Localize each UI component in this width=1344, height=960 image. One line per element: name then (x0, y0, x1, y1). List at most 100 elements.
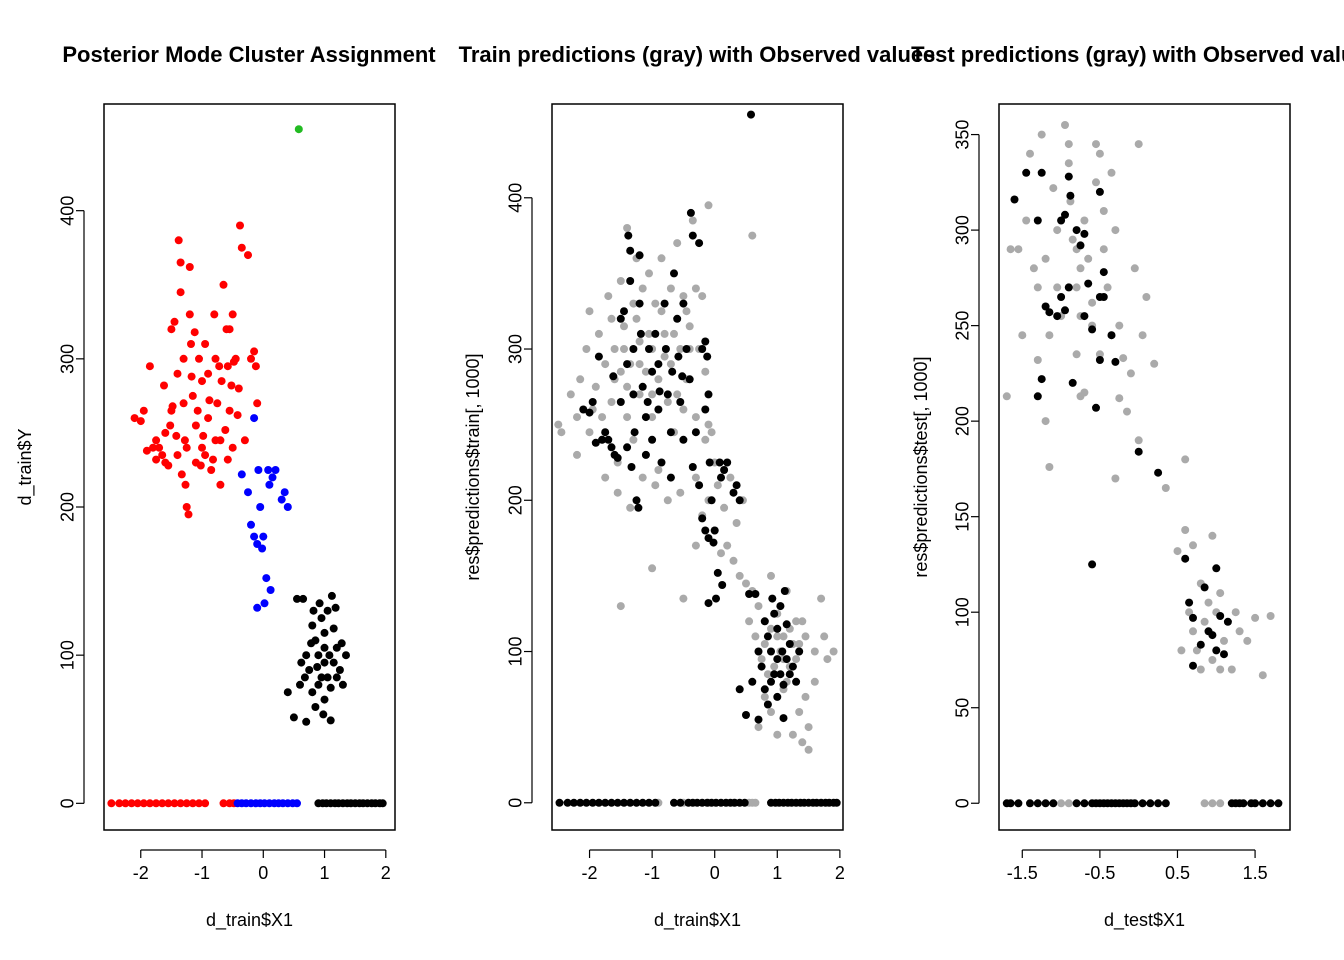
chart-2-point-gray-0 (554, 420, 563, 429)
chart-3-y-tick-label-4: 200 (953, 406, 973, 436)
chart-1-point-red-99 (201, 799, 210, 808)
chart-2-point-black-60 (698, 514, 707, 523)
chart-1-point-red-50 (237, 243, 246, 252)
chart-2-point-black-55 (703, 352, 712, 361)
chart-3-point-gray-13 (1045, 463, 1054, 471)
chart-1-point-red-82 (209, 455, 217, 464)
chart-2-point-gray-83 (810, 677, 819, 686)
chart-2-x-axis-label: d_train$X1 (654, 910, 741, 931)
chart-3-point-black-38 (1212, 646, 1221, 655)
chart-1-point-red-40 (216, 480, 225, 489)
chart-2-point-gray-11 (601, 360, 610, 369)
chart-3-point-gray-20 (1064, 159, 1073, 168)
chart-1-point-blue-14 (266, 586, 275, 594)
chart-1-point-black-21 (323, 606, 332, 615)
chart-2-point-black-4 (598, 435, 607, 444)
chart-1-point-red-89 (139, 799, 148, 808)
chart-3-point-black-53 (1049, 799, 1058, 808)
train-predictions-panel: -2 -1 0 1 2 0 100 200 300 400 d_train$X1 res$predic… (463, 103, 845, 931)
chart-3-point-gray-10 (1041, 254, 1050, 263)
chart-1-point-red-96 (182, 799, 191, 808)
chart-2-point-black-78 (747, 110, 755, 119)
chart-2-y-tick-label-0: 0 (506, 798, 526, 808)
chart-1-point-red-32 (201, 340, 210, 348)
chart-1-point-red-12 (170, 317, 179, 326)
chart-2-point-gray-105 (651, 481, 660, 490)
chart-1-point-red-33 (204, 369, 213, 378)
chart-2-point-black-34 (654, 405, 663, 414)
chart-3-y-tick-label-7: 350 (953, 120, 973, 150)
chart-3-point-black-37 (1212, 564, 1221, 573)
chart-2-point-black-68 (713, 568, 722, 577)
chart-1-point-black-1 (289, 713, 298, 722)
chart-3-point-gray-69 (1235, 627, 1244, 636)
chart-2-point-gray-108 (607, 314, 616, 323)
chart-2-point-black-114 (627, 463, 636, 471)
chart-2-point-black-67 (712, 594, 720, 603)
chart-2-y-tick-label-3: 300 (506, 334, 526, 364)
chart-1-point-black-3 (296, 680, 304, 689)
chart-2-point-gray-48 (688, 216, 697, 225)
chart-1-point-red-4 (149, 443, 157, 452)
chart-1-point-red-29 (195, 354, 203, 363)
chart-2-point-black-116 (655, 387, 664, 396)
chart-1-point-red-92 (158, 799, 167, 808)
chart-3-point-gray-83 (1057, 799, 1066, 808)
chart-1-point-black-23 (326, 716, 335, 725)
chart-2-x-tick-label-4: 2 (835, 863, 845, 883)
chart-3-x-tick-label-2: 0.5 (1165, 863, 1190, 883)
chart-2-point-gray-22 (629, 299, 638, 308)
chart-2-point-gray-140 (820, 632, 829, 641)
chart-1-point-red-87 (127, 799, 136, 808)
chart-2-point-gray-58 (691, 473, 700, 482)
chart-2-point-gray-111 (682, 307, 691, 316)
chart-2-point-gray-55 (707, 428, 716, 437)
chart-2-point-black-127 (607, 798, 616, 807)
chart-2-point-black-84 (754, 715, 763, 724)
chart-1-point-red-9 (164, 461, 173, 470)
chart-1-point-red-15 (174, 236, 183, 245)
chart-2-point-gray-23 (629, 435, 638, 444)
chart-2-point-gray-127 (726, 473, 735, 482)
chart-3-point-gray-27 (1080, 216, 1089, 225)
chart-2-point-gray-32 (648, 413, 657, 422)
chart-3-point-black-36 (1208, 631, 1217, 640)
chart-2-point-gray-144 (795, 640, 804, 648)
chart-2-point-black-130 (626, 798, 635, 807)
chart-2-point-black-166 (832, 798, 841, 807)
chart-2-point-black-22 (634, 503, 643, 512)
chart-2-point-black-115 (643, 398, 652, 406)
chart-2-point-gray-131 (751, 632, 760, 641)
chart-1-point-red-46 (228, 443, 237, 452)
chart-2-point-black-53 (698, 345, 707, 353)
chart-2-point-black-123 (582, 798, 591, 807)
chart-2-point-black-93 (768, 594, 777, 603)
chart-2-point-gray-63 (720, 503, 729, 512)
chart-2-point-gray-133 (763, 670, 772, 679)
chart-2-point-black-7 (607, 443, 616, 452)
chart-3-point-gray-52 (1138, 331, 1147, 340)
chart-2-point-black-41 (670, 269, 678, 278)
chart-3-point-black-26 (1088, 560, 1097, 569)
chart-3-point-gray-6 (1029, 264, 1038, 273)
chart-2-point-black-30 (648, 367, 657, 376)
chart-3-point-gray-72 (1258, 671, 1267, 680)
chart-1-point-red-36 (210, 310, 219, 319)
chart-2-point-black-51 (691, 428, 700, 437)
chart-1-point-black-32 (342, 651, 350, 660)
chart-3-point-gray-49 (1123, 407, 1131, 416)
chart-1-point-red-67 (205, 396, 214, 405)
chart-1-point-black-33 (320, 643, 329, 652)
chart-2-point-black-107 (785, 670, 794, 679)
chart-3-point-gray-45 (1072, 350, 1081, 359)
chart-2-point-gray-90 (773, 730, 782, 739)
chart-2-point-gray-128 (732, 519, 741, 527)
chart-2-point-black-105 (782, 655, 791, 664)
chart-2-point-black-47 (682, 345, 691, 353)
chart-1-point-blue-4 (250, 532, 259, 541)
chart-3-point-black-0 (1010, 195, 1019, 204)
chart-1-point-red-55 (251, 362, 260, 371)
chart-3-point-black-49 (1014, 799, 1023, 808)
chart-1-point-red-86 (121, 799, 130, 808)
